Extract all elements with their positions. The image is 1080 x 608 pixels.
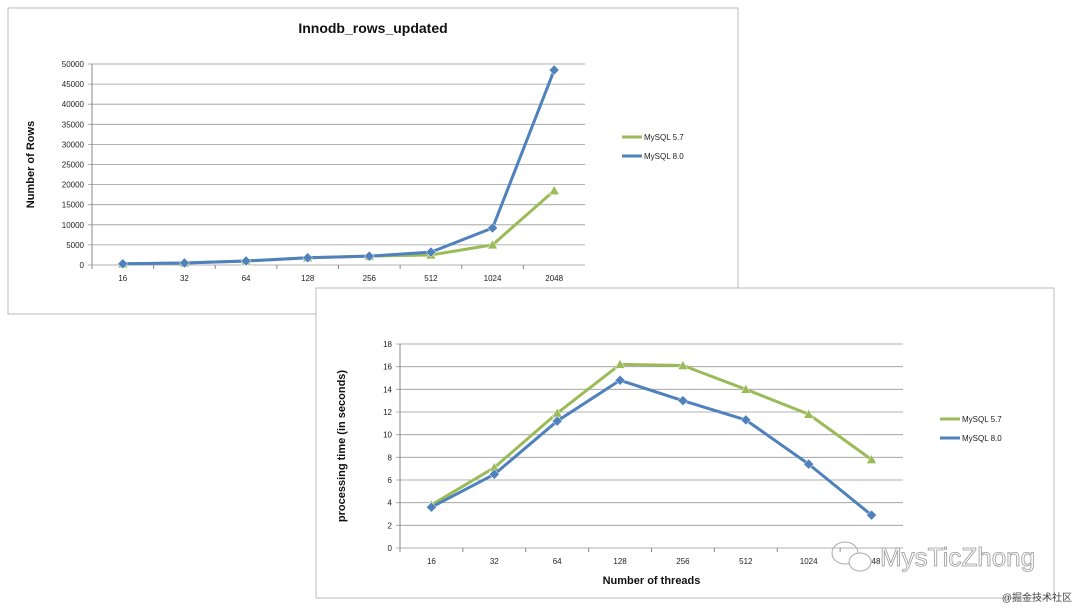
chart-title: Innodb_rows_updated: [298, 20, 447, 36]
y-tick-label: 15000: [62, 201, 85, 210]
x-tick-label: 128: [301, 274, 315, 283]
x-tick-label: 256: [363, 274, 377, 283]
data-point-diamond: [548, 64, 560, 76]
y-tick-label: 18: [383, 340, 392, 349]
x-tick-label: 32: [180, 274, 189, 283]
x-tick-label: 16: [118, 274, 127, 283]
wechat-icon: [831, 541, 872, 572]
legend-label: MySQL 5.7: [644, 133, 684, 142]
y-tick-label: 50000: [62, 60, 85, 69]
data-point-triangle: [803, 408, 815, 419]
y-tick-label: 10: [383, 431, 392, 440]
data-point-diamond: [240, 255, 252, 267]
y-tick-label: 40000: [62, 100, 85, 109]
data-point-diamond: [426, 501, 437, 513]
data-point-diamond: [363, 250, 375, 262]
x-tick-label: 16: [427, 557, 436, 566]
data-point-triangle: [487, 239, 498, 250]
legend-label: MySQL 5.7: [962, 415, 1002, 424]
watermark-community: @掘金技术社区: [1002, 591, 1072, 604]
data-point-diamond: [425, 246, 437, 258]
y-tick-label: 14: [383, 385, 392, 394]
data-point-diamond: [677, 395, 689, 407]
data-point-triangle: [677, 360, 689, 370]
x-tick-label: 1024: [484, 274, 502, 283]
series-line-mysql-8-0: [430, 378, 873, 517]
chart-rows-updated: 0 5000 10000 15000 20000 25000 30000 35000 40000…: [25, 20, 684, 283]
legend-label: MySQL 8.0: [962, 434, 1002, 443]
y-tick-label: 8: [388, 453, 393, 462]
y-axis-label: processing time (in seconds): [336, 370, 348, 523]
x-tick-label: 2048: [863, 557, 881, 566]
y-tick-label: 2: [388, 521, 393, 530]
y-tick-label: 0: [80, 261, 85, 270]
y-axis-label: Number of Rows: [25, 121, 37, 208]
chart1-frame: [7, 7, 739, 315]
data-point-triangle: [866, 454, 877, 464]
y-tick-label: 30000: [62, 140, 85, 149]
x-tick-label: 64: [553, 557, 562, 566]
x-tick-label: 256: [676, 557, 690, 566]
y-tick-label: 5000: [66, 241, 84, 250]
y-tick-label: 16: [383, 363, 392, 372]
y-tick-label: 10000: [62, 221, 85, 230]
data-point-diamond: [487, 222, 498, 234]
data-point-diamond: [302, 252, 314, 264]
watermark-handle: MysTicZhong: [880, 542, 1035, 572]
data-point-diamond: [740, 414, 752, 426]
x-tick-label: 1024: [800, 557, 818, 566]
x-axis-label: Number of threads: [603, 575, 701, 587]
y-tick-label: 6: [388, 476, 393, 485]
chart-processing-time: 0 2 4 6 8 10 12 14 16 18 16 32 64 128 256 512 1024 2048 pr…: [336, 340, 1002, 587]
y-tick-label: 12: [383, 408, 392, 417]
x-tick-label: 512: [739, 557, 753, 566]
data-point-diamond: [614, 374, 626, 386]
x-tick-label: 64: [242, 274, 251, 283]
y-tick-label: 25000: [62, 161, 85, 170]
data-point-diamond: [488, 468, 500, 480]
y-tick-label: 20000: [62, 181, 85, 190]
y-tick-label: 0: [388, 544, 393, 553]
series-line-mysql-8-0: [122, 69, 556, 266]
y-tick-label: 35000: [62, 120, 85, 129]
x-tick-label: 32: [490, 557, 499, 566]
series-line-mysql-5-7: [430, 362, 873, 507]
data-point-triangle: [548, 185, 560, 195]
y-tick-label: 4: [388, 499, 393, 508]
data-point-diamond: [866, 509, 877, 521]
y-tick-label: 45000: [62, 80, 85, 89]
data-point-triangle: [740, 383, 752, 394]
data-point-triangle: [614, 358, 626, 369]
data-point-diamond: [179, 257, 190, 269]
x-tick-label: 512: [424, 274, 438, 283]
chart2-frame: [315, 287, 1055, 599]
data-point-diamond: [803, 458, 815, 470]
x-tick-label: 128: [613, 557, 627, 566]
x-tick-label: 2048: [545, 274, 563, 283]
legend-label: MySQL 8.0: [644, 152, 684, 161]
data-point-diamond: [551, 415, 563, 427]
data-point-diamond: [117, 258, 129, 270]
